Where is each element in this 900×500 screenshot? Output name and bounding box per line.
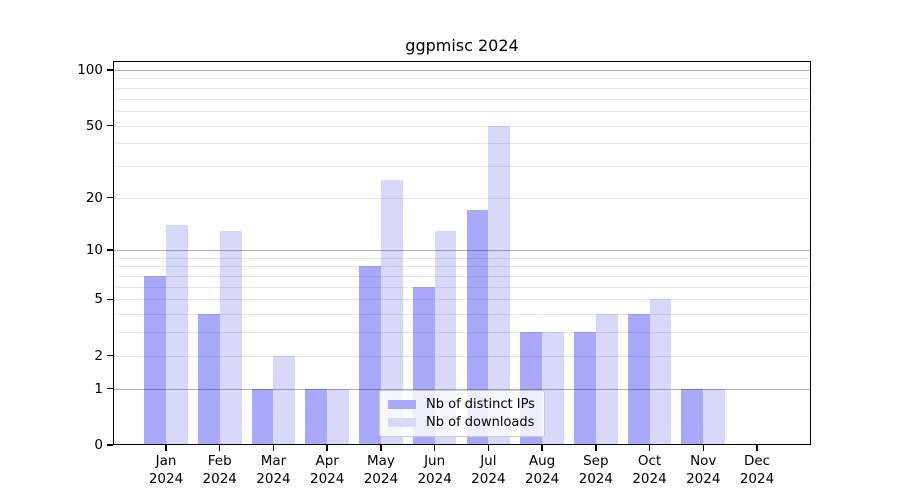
gridline bbox=[113, 332, 811, 334]
x-tick-label: Feb 2024 bbox=[202, 453, 237, 487]
legend-swatch-downloads bbox=[388, 418, 416, 427]
legend-label-downloads: Nb of downloads bbox=[426, 415, 535, 430]
x-tick bbox=[218, 445, 221, 451]
y-tick-label: 10 bbox=[85, 242, 103, 259]
x-tick-label: May 2024 bbox=[363, 453, 399, 487]
legend-item-downloads: Nb of downloads bbox=[388, 415, 536, 430]
y-tick bbox=[107, 444, 113, 446]
y-tick-label: 2 bbox=[94, 347, 103, 364]
x-tick-label: Jan 2024 bbox=[148, 453, 184, 487]
y-tick-label: 20 bbox=[85, 189, 103, 206]
bar-distinct-ips-mar bbox=[251, 388, 274, 445]
x-tick bbox=[702, 445, 705, 451]
gridline bbox=[113, 276, 811, 278]
y-tick-label: 50 bbox=[85, 117, 103, 134]
bar-distinct-ips-oct bbox=[627, 314, 650, 445]
gridline bbox=[113, 388, 811, 390]
gridline bbox=[113, 70, 811, 71]
x-tick-label: Mar 2024 bbox=[256, 453, 291, 487]
gridline bbox=[113, 355, 811, 357]
bar-downloads-aug bbox=[542, 332, 564, 445]
gridline bbox=[113, 125, 811, 127]
x-tick bbox=[756, 445, 758, 451]
gridline bbox=[113, 257, 811, 259]
y-tick bbox=[107, 196, 113, 199]
plot-area bbox=[113, 61, 811, 445]
bar-distinct-ips-apr bbox=[305, 388, 328, 445]
bar-distinct-ips-jul bbox=[466, 210, 489, 445]
grid-layer bbox=[113, 61, 811, 445]
bars-layer bbox=[113, 61, 811, 445]
bar-downloads-may bbox=[380, 180, 403, 445]
gridline bbox=[113, 78, 811, 80]
x-tick-label: Nov 2024 bbox=[686, 453, 721, 487]
gridline bbox=[113, 197, 811, 199]
bar-downloads-sep bbox=[595, 314, 618, 445]
bar-downloads-jul bbox=[488, 125, 511, 445]
chart-title: ggpmisc 2024 bbox=[405, 36, 519, 55]
legend-swatch-distinct-ips bbox=[388, 400, 416, 409]
bar-downloads-nov bbox=[703, 388, 726, 445]
bar-downloads-jan bbox=[166, 224, 188, 445]
x-tick bbox=[487, 445, 490, 451]
y-tick-label: 1 bbox=[94, 380, 103, 397]
x-tick-label: Sep 2024 bbox=[578, 453, 613, 487]
y-tick bbox=[107, 387, 113, 390]
y-tick bbox=[107, 69, 113, 71]
x-tick-label: Jun 2024 bbox=[417, 453, 452, 487]
legend: Nb of distinct IPs Nb of downloads bbox=[379, 390, 545, 437]
gridline bbox=[113, 266, 811, 268]
x-tick bbox=[433, 445, 436, 451]
x-tick bbox=[648, 445, 651, 451]
gridline bbox=[113, 314, 811, 316]
gridline bbox=[113, 143, 811, 145]
gridline bbox=[113, 165, 811, 167]
x-tick-label: Oct 2024 bbox=[632, 453, 667, 487]
x-tick bbox=[326, 445, 328, 451]
bar-distinct-ips-feb bbox=[197, 314, 220, 445]
bar-downloads-apr bbox=[327, 388, 349, 445]
y-tick-label: 5 bbox=[94, 291, 103, 308]
bar-downloads-mar bbox=[273, 355, 296, 445]
gridline bbox=[113, 250, 811, 252]
x-tick-label: Aug 2024 bbox=[524, 453, 560, 487]
bar-distinct-ips-may bbox=[359, 266, 381, 445]
y-tick bbox=[107, 124, 113, 127]
x-tick bbox=[165, 445, 167, 451]
y-tick bbox=[107, 249, 113, 251]
gridline bbox=[113, 286, 811, 288]
bar-distinct-ips-jan bbox=[144, 276, 166, 445]
legend-item-distinct-ips: Nb of distinct IPs bbox=[388, 397, 536, 412]
x-tick bbox=[595, 445, 597, 451]
gridline bbox=[113, 98, 811, 100]
bar-downloads-oct bbox=[649, 299, 672, 445]
x-tick bbox=[541, 445, 543, 451]
bar-downloads-feb bbox=[219, 230, 242, 445]
y-tick-label: 100 bbox=[77, 62, 103, 78]
gridline bbox=[113, 299, 811, 301]
bar-distinct-ips-nov bbox=[681, 388, 704, 445]
y-tick bbox=[107, 354, 113, 357]
x-tick-label: Apr 2024 bbox=[309, 453, 345, 487]
x-tick bbox=[380, 445, 382, 451]
y-tick bbox=[107, 298, 113, 301]
legend-label-distinct-ips: Nb of distinct IPs bbox=[426, 397, 535, 412]
gridline bbox=[113, 110, 811, 112]
x-tick-label: Dec 2024 bbox=[739, 453, 775, 487]
gridline bbox=[113, 87, 811, 89]
y-tick-label: 0 bbox=[94, 437, 103, 453]
bar-distinct-ips-sep bbox=[574, 332, 596, 445]
x-tick-label: Jul 2024 bbox=[471, 453, 506, 487]
x-tick bbox=[272, 445, 275, 451]
